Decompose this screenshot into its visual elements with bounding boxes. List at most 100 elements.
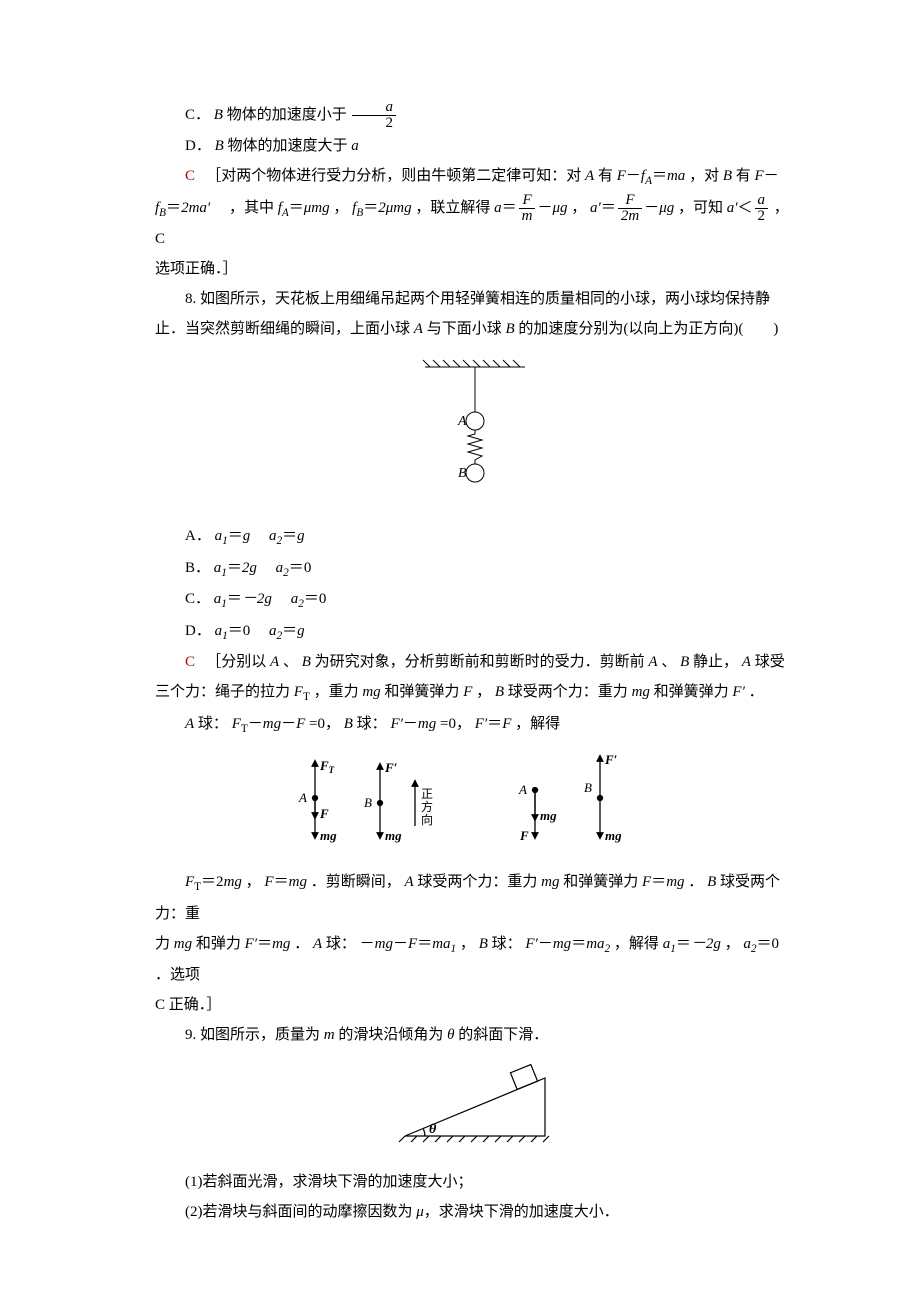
mg: mg: [263, 716, 281, 732]
mg: mg: [541, 874, 559, 890]
fig1-label-B: B: [458, 466, 467, 481]
-2g: －2g: [242, 591, 272, 607]
FT: FT: [185, 874, 201, 890]
a1: a1: [215, 528, 228, 544]
mg: mg: [289, 874, 307, 890]
frac-den: 2: [352, 116, 396, 131]
a2: a2: [743, 936, 756, 952]
Fp: F′: [732, 684, 744, 700]
eq-F: F: [617, 168, 626, 184]
svg-text:A: A: [518, 782, 527, 797]
s8-l2f: 和弹簧弹力: [654, 684, 733, 700]
s8-l2d: ，: [476, 684, 491, 700]
a2: a2: [276, 560, 289, 576]
s8-l5b: 和弹力: [196, 936, 245, 952]
s8-l5e: ，: [460, 936, 475, 952]
mg: mg: [666, 874, 684, 890]
q9-num: 9.: [185, 1027, 200, 1043]
var-B2: B: [723, 168, 732, 184]
var-A: A: [585, 168, 594, 184]
s8-l4c: 球受两个力：重力: [417, 874, 541, 890]
F: F: [642, 874, 651, 890]
fraction-a-over-2: a 2: [352, 100, 396, 131]
eq-ma: ma: [667, 168, 685, 184]
var-a: a: [351, 138, 359, 154]
eq-fB: fB: [155, 200, 166, 216]
option-d-text: 物体的加速度大于: [228, 138, 352, 154]
sol7-l2c: ，联立解得: [415, 200, 494, 216]
frac-a-2: a2: [755, 193, 769, 224]
theta: θ: [447, 1027, 454, 1043]
s8-A3: A: [742, 654, 751, 670]
sol7-l2b: ，: [333, 200, 348, 216]
s8-t2: 为研究对象，分析剪断前和剪断时的受力．剪断前: [315, 654, 649, 670]
F: F: [296, 716, 305, 732]
eq-a: a: [494, 200, 502, 216]
F: F: [408, 936, 417, 952]
a1: a1: [214, 591, 227, 607]
svg-text:F: F: [319, 806, 329, 821]
figure-2-svg: FT A F mg F′ B mg 正 方 向: [265, 748, 685, 848]
A: A: [185, 716, 194, 732]
svg-text:F: F: [519, 828, 529, 843]
q8-opt-a: A． a1＝g a2＝g: [155, 521, 795, 553]
s8-eq1: =0，: [309, 716, 340, 732]
a2: a2: [269, 623, 282, 639]
B: B: [344, 716, 353, 732]
s8-eq2: =0，: [440, 716, 471, 732]
svg-text:mg: mg: [605, 828, 622, 843]
q8-opt-d: D． a1＝0 a2＝g: [155, 616, 795, 648]
B: B: [495, 684, 504, 700]
neg2g: －2g: [691, 936, 721, 952]
svg-text:F′: F′: [384, 760, 398, 775]
solution-8-line6: C 正确．］: [155, 990, 795, 1020]
q8-c-prefix: C．: [185, 591, 210, 607]
sol7-mid1: 有: [598, 168, 617, 184]
answer-c: C: [185, 168, 195, 184]
a1: a1: [215, 623, 228, 639]
fig3-theta: θ: [429, 1122, 437, 1137]
q8-opt-c: C． a1＝－2g a2＝0: [155, 584, 795, 616]
zero: 0: [319, 591, 327, 607]
option-c-prefix: C．: [185, 107, 210, 123]
fig2-dir2: 方: [421, 799, 433, 814]
mg: mg: [174, 936, 192, 952]
q9-sub2: (2)若滑块与斜面间的动摩擦因数为 μ，求滑块下滑的加速度大小．: [155, 1197, 795, 1227]
q8-opt-b: B． a1＝2g a2＝0: [155, 553, 795, 585]
q8-b-prefix: B．: [185, 560, 210, 576]
solution-8-line2: 三个力：绳子的拉力 FT ，重力 mg 和弹簧弹力 F ， B 球受两个力：重力…: [155, 677, 795, 709]
s8-l5f: 球：: [492, 936, 522, 952]
fig1-label-A: A: [457, 414, 467, 429]
option-d: D． B 物体的加速度大于 a: [155, 131, 795, 161]
mg2: mg: [632, 684, 650, 700]
page-container: C． B 物体的加速度小于 a 2 D． B 物体的加速度大于 a C ［对两个…: [0, 0, 920, 1307]
figure-1-spring-balls: A B: [155, 352, 795, 513]
FT: FT: [294, 684, 310, 700]
s8-l5d: 球：: [326, 936, 356, 952]
solution-7-line1: C ［对两个物体进行受力分析，则由牛顿第二定律可知：对 A 有 F－fA＝ma …: [155, 161, 795, 193]
s8-t5: 球受: [755, 654, 785, 670]
F: F: [264, 874, 273, 890]
eq-fA: fA: [641, 168, 652, 184]
A: A: [313, 936, 322, 952]
s8-l5g: ，解得: [614, 936, 663, 952]
frac-F-m: Fm: [519, 193, 536, 224]
s8-l2a: 三个力：绳子的拉力: [155, 684, 294, 700]
a2: a2: [291, 591, 304, 607]
g: g: [297, 623, 305, 639]
zero: 0: [772, 936, 780, 952]
s8-A2: A: [648, 654, 657, 670]
s8-l5h: ，: [725, 936, 740, 952]
s8-t3: 、: [661, 654, 676, 670]
solution-7-line3: 选项正确．］: [155, 254, 795, 284]
figure-2-force-diagrams: FT A F mg F′ B mg 正 方 向: [155, 748, 795, 859]
s8-l5i: ．选项: [155, 967, 200, 983]
s8-l4e: ．: [688, 874, 703, 890]
q9-t2: 的滑块沿倾角为: [335, 1027, 448, 1043]
q9-t1: 如图所示，质量为: [200, 1027, 324, 1043]
s8-A: A: [270, 654, 279, 670]
ma1: ma1: [432, 936, 456, 952]
sol7-l2d: ，: [571, 200, 586, 216]
zero: 0: [304, 560, 312, 576]
frac-F-2m: F2m: [618, 193, 642, 224]
